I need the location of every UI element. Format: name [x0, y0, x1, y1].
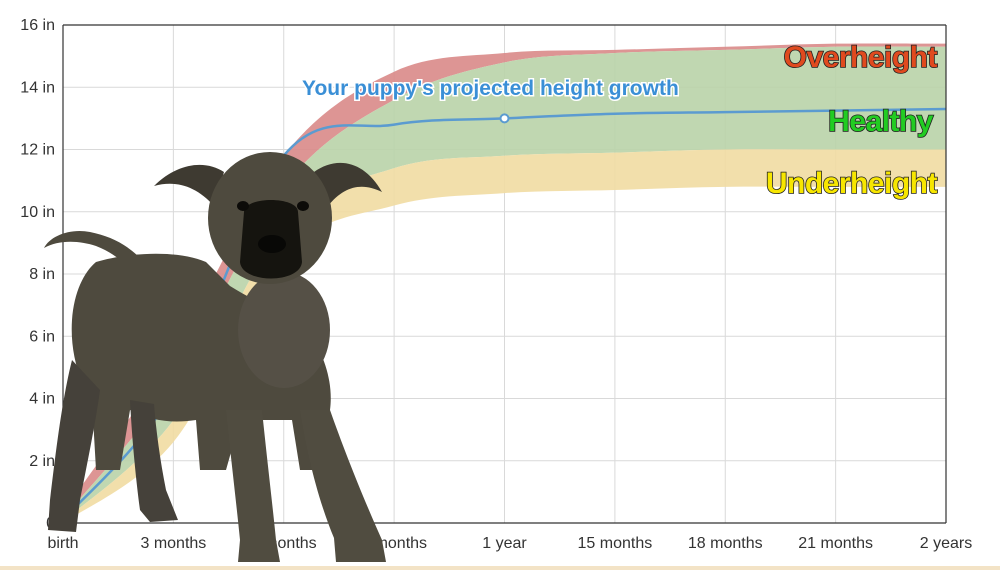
band-healthy: [63, 46, 946, 522]
y-tick-label: 4 in: [29, 391, 55, 408]
puppy-front-leg-right: [300, 410, 386, 562]
y-tick-label: 10 in: [20, 204, 55, 221]
puppy-back-leg-left: [48, 360, 100, 532]
x-tick-labels: birth 3 months 6 months 9 months 1 year 15 mo…: [47, 535, 972, 552]
y-tick-label: 2 in: [29, 453, 55, 470]
band-label-overheight: Overheight: [784, 41, 938, 74]
x-tick-label: 21 months: [798, 535, 873, 552]
x-tick-label: 2 years: [920, 535, 972, 552]
puppy-ear-left: [154, 164, 224, 206]
y-tick-label: 8 in: [29, 266, 55, 283]
chart-annotation: Your puppy's projected height growth: [302, 77, 679, 100]
puppy-back-leg-right: [130, 400, 178, 522]
band-label-healthy: Healthy: [828, 105, 934, 138]
puppy-eye-left: [237, 201, 249, 211]
puppy-chest: [238, 272, 330, 388]
projection-point-marker: [499, 113, 510, 124]
puppy-ear-right: [314, 162, 382, 206]
puppy-front-leg-left: [226, 410, 280, 562]
puppy-eye-right: [297, 201, 309, 211]
x-tick-label: 18 months: [688, 535, 763, 552]
y-tick-label: 6 in: [29, 328, 55, 345]
chart-axes: [62, 24, 947, 524]
x-tick-label: 15 months: [578, 535, 653, 552]
puppy-photo: [44, 152, 386, 562]
x-tick-label: birth: [47, 535, 78, 552]
puppy-nose: [258, 235, 286, 253]
y-tick-label: 12 in: [20, 142, 55, 159]
puppy-tail: [44, 230, 140, 272]
bottom-strip: [0, 566, 1000, 570]
x-tick-label: 3 months: [140, 535, 206, 552]
x-tick-label: 1 year: [482, 535, 527, 552]
band-label-underheight: Underheight: [766, 167, 938, 200]
y-tick-label: 14 in: [20, 79, 55, 96]
y-tick-label: 16 in: [20, 17, 55, 34]
